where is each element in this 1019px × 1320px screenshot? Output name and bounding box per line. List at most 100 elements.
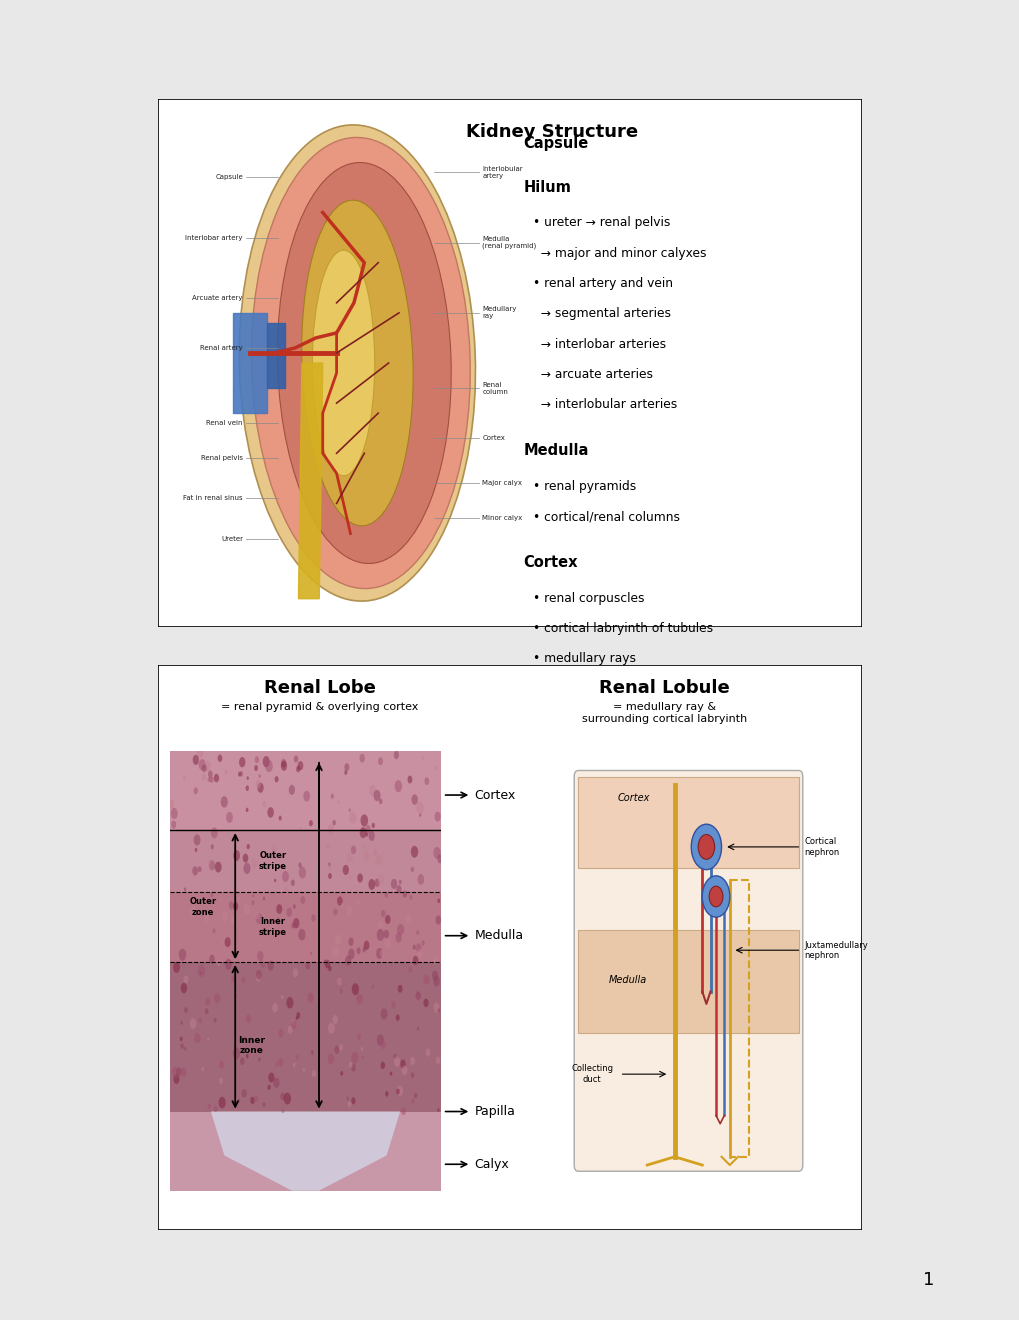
Circle shape: [328, 862, 330, 866]
Circle shape: [251, 859, 257, 869]
Circle shape: [411, 846, 418, 858]
Circle shape: [222, 911, 228, 921]
Circle shape: [344, 956, 351, 966]
Text: Renal pelvis: Renal pelvis: [201, 455, 243, 461]
Circle shape: [280, 760, 286, 771]
Text: 1: 1: [921, 1271, 933, 1290]
Circle shape: [395, 932, 401, 942]
Circle shape: [307, 993, 314, 1003]
Circle shape: [291, 923, 294, 929]
Circle shape: [244, 862, 251, 874]
Circle shape: [328, 965, 331, 972]
Circle shape: [421, 940, 424, 945]
Circle shape: [433, 1003, 439, 1012]
Text: = renal pyramid & overlying cortex: = renal pyramid & overlying cortex: [221, 702, 418, 711]
Circle shape: [169, 800, 174, 808]
Circle shape: [356, 948, 361, 954]
Circle shape: [210, 892, 213, 898]
Text: Medulla: Medulla: [608, 975, 646, 985]
Text: • cortical/renal columns: • cortical/renal columns: [533, 510, 680, 523]
Circle shape: [278, 1057, 283, 1067]
Circle shape: [336, 978, 341, 986]
Circle shape: [296, 1055, 299, 1060]
Circle shape: [389, 1072, 392, 1076]
Circle shape: [360, 828, 366, 838]
Circle shape: [395, 1089, 399, 1094]
Text: → interlobar arteries: → interlobar arteries: [533, 338, 665, 351]
Circle shape: [184, 1007, 187, 1014]
Circle shape: [193, 755, 199, 766]
Circle shape: [263, 756, 269, 767]
Circle shape: [201, 1067, 204, 1072]
Circle shape: [258, 775, 261, 779]
Circle shape: [267, 807, 273, 818]
Circle shape: [298, 862, 302, 869]
Circle shape: [421, 756, 423, 760]
Text: → segmental arteries: → segmental arteries: [533, 308, 671, 321]
Circle shape: [299, 867, 306, 879]
Circle shape: [207, 1104, 211, 1109]
Circle shape: [384, 915, 390, 924]
Circle shape: [218, 1097, 225, 1109]
Circle shape: [290, 1020, 297, 1030]
Circle shape: [256, 913, 262, 924]
Circle shape: [288, 785, 294, 795]
Circle shape: [348, 937, 354, 946]
Circle shape: [292, 917, 300, 928]
Circle shape: [351, 1052, 358, 1064]
Circle shape: [368, 830, 375, 841]
Circle shape: [376, 1035, 383, 1045]
Circle shape: [297, 1012, 300, 1019]
Circle shape: [287, 1026, 292, 1034]
Circle shape: [194, 1032, 200, 1043]
Circle shape: [411, 1098, 414, 1104]
Text: Renal
column: Renal column: [482, 381, 507, 395]
Text: Medulla: Medulla: [474, 929, 523, 942]
Circle shape: [225, 958, 231, 970]
Circle shape: [337, 800, 339, 804]
Circle shape: [298, 762, 303, 771]
Circle shape: [173, 962, 180, 973]
Text: Renal Lobule: Renal Lobule: [599, 680, 730, 697]
Circle shape: [272, 1003, 278, 1012]
Text: Interlobular
artery: Interlobular artery: [482, 166, 523, 180]
Circle shape: [275, 1061, 278, 1067]
Bar: [170, 962, 440, 1111]
Circle shape: [369, 785, 376, 796]
Circle shape: [344, 763, 348, 771]
Circle shape: [339, 989, 342, 994]
Circle shape: [211, 828, 217, 838]
Circle shape: [257, 950, 263, 961]
Circle shape: [361, 1055, 364, 1059]
Circle shape: [348, 808, 351, 812]
Text: Major calyx: Major calyx: [482, 480, 522, 486]
Circle shape: [433, 957, 438, 965]
Circle shape: [283, 887, 288, 896]
Circle shape: [274, 879, 276, 882]
Circle shape: [283, 1093, 290, 1105]
Circle shape: [205, 1008, 208, 1014]
Circle shape: [171, 1067, 178, 1077]
Circle shape: [425, 1048, 430, 1057]
Circle shape: [300, 828, 302, 832]
Circle shape: [336, 896, 342, 906]
Circle shape: [208, 777, 211, 781]
Circle shape: [183, 887, 186, 891]
Circle shape: [280, 995, 283, 999]
Circle shape: [198, 965, 205, 977]
Circle shape: [332, 1015, 337, 1024]
Circle shape: [351, 1064, 356, 1072]
Circle shape: [180, 1068, 186, 1077]
Circle shape: [328, 863, 332, 870]
Circle shape: [377, 875, 384, 886]
Circle shape: [334, 1045, 339, 1055]
Circle shape: [380, 909, 385, 917]
Circle shape: [205, 998, 210, 1006]
Text: Inner
stripe: Inner stripe: [259, 917, 286, 937]
Circle shape: [390, 1002, 395, 1008]
Circle shape: [237, 1098, 239, 1104]
Circle shape: [242, 1089, 247, 1098]
Circle shape: [254, 766, 258, 771]
Circle shape: [416, 801, 423, 813]
Text: Outer
stripe: Outer stripe: [259, 851, 286, 871]
